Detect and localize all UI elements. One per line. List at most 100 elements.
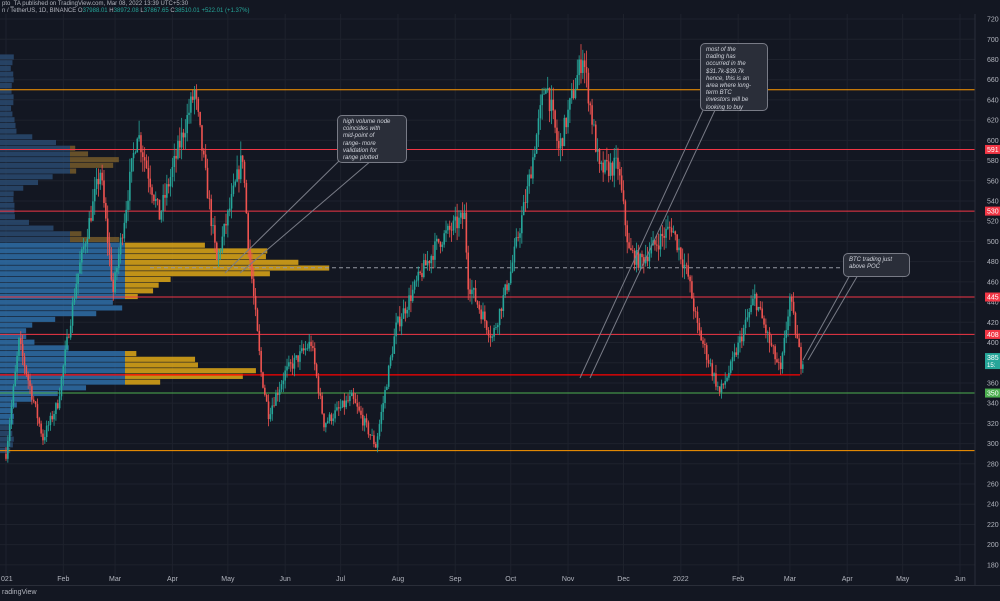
note-line: coincides with (343, 126, 381, 133)
annotation-hvn[interactable]: high volume node coincides with mid-poin… (337, 115, 407, 163)
time-axis[interactable]: 021 Feb Mar Apr May Jun Jul Aug Sep Oct Nov Dec 2022… (1, 576, 966, 583)
profile-bar-sell (70, 151, 89, 157)
candle-body (352, 392, 355, 399)
candle-body (434, 241, 436, 260)
candle-body (110, 255, 113, 280)
candle-body (447, 225, 449, 231)
price-tick-label: 700 (987, 37, 999, 44)
candle-body (149, 178, 152, 188)
candle-body (469, 289, 471, 295)
price-tick-label: 620 (987, 118, 999, 125)
candle-body (386, 386, 388, 391)
candle-body (589, 103, 592, 106)
candle-body (204, 154, 207, 168)
price-tick-label: 440 (987, 300, 999, 307)
candle-body (295, 355, 298, 358)
candle-body (443, 233, 445, 245)
candle-body (489, 335, 492, 338)
profile-bar-sell (125, 379, 161, 385)
candle-body (136, 138, 139, 153)
time-tick-label: Jun (280, 576, 291, 583)
candle-body (423, 260, 425, 278)
candle-body (21, 344, 24, 357)
candle-body (345, 400, 347, 408)
candle-body (637, 249, 640, 268)
candle-body (151, 187, 153, 195)
candle-body (683, 264, 686, 268)
candle-body (631, 250, 634, 251)
candle-body (56, 403, 59, 409)
note-line: BTC trading just (849, 257, 893, 263)
candle-body (724, 381, 726, 385)
annotation-trading-range[interactable]: most of the trading has occurred in the … (700, 43, 768, 111)
candle-body (374, 444, 377, 448)
candle-body (82, 246, 85, 250)
candle-body (737, 342, 739, 355)
candle-body (214, 225, 216, 243)
candle-body (326, 421, 329, 424)
profile-bar-buy (0, 373, 125, 379)
candle-body (219, 250, 222, 253)
candle-body (406, 309, 408, 314)
price-tick-label: 640 (987, 97, 999, 104)
price-tick-label: 400 (987, 340, 999, 347)
candle-body (770, 343, 773, 346)
candle-body (545, 89, 547, 94)
time-tick-label: Mar (784, 576, 797, 583)
candle-body (369, 434, 372, 436)
close-label: C (170, 8, 175, 14)
candle-body (212, 225, 214, 227)
candle-body (532, 157, 534, 179)
candle-body (417, 271, 420, 281)
candle-body (498, 308, 501, 326)
candle-body (93, 188, 96, 202)
candle-body (704, 343, 706, 346)
candle-body (123, 222, 126, 239)
profile-bar-buy (0, 442, 13, 448)
note-line: investors will be (706, 97, 749, 104)
candle-body (733, 352, 736, 358)
candle-body (761, 308, 763, 319)
tradingview-logo[interactable]: radingView (2, 589, 37, 596)
price-axis[interactable]: 1802002202402602803003203403603804004204… (974, 0, 1000, 600)
candle-body (81, 249, 83, 263)
candle-body (106, 218, 109, 244)
callout-line (224, 159, 341, 274)
candle-body (454, 216, 457, 221)
candle-body (628, 242, 630, 249)
candle-body (249, 249, 251, 261)
candle-body (319, 393, 322, 396)
profile-bar-sell (125, 368, 256, 374)
note-line: validation for (343, 147, 378, 154)
candle-body (199, 111, 201, 126)
profile-bar-buy (0, 248, 125, 254)
candle-body (77, 273, 79, 284)
candle-body (302, 348, 305, 351)
profile-bar-buy (0, 60, 13, 66)
candle-body (84, 244, 87, 247)
price-badge (985, 292, 1000, 302)
candle-body (142, 152, 144, 158)
candle-body (445, 230, 447, 234)
candle-body (600, 162, 603, 164)
annotation-poc[interactable]: BTC trading just above POC (843, 253, 910, 277)
price-tick-label: 320 (987, 421, 999, 428)
profile-bar-buy (0, 231, 70, 237)
candle-body (7, 440, 9, 459)
price-badge-label: 385 (987, 355, 999, 362)
candle-body (27, 374, 29, 381)
candle-body (567, 109, 569, 128)
candle-body (622, 190, 625, 202)
candle-body (744, 319, 747, 329)
candle-body (582, 60, 584, 73)
price-tick-label: 680 (987, 57, 999, 64)
profile-bar-sell (70, 157, 119, 163)
candle-body (783, 337, 786, 353)
profile-bar-sell (125, 254, 266, 260)
candle-body (243, 161, 246, 183)
note-line: $31.7k-$39.7k (706, 68, 745, 75)
price-tick-label: 280 (987, 461, 999, 468)
candle-body (785, 330, 788, 338)
candle-body (609, 162, 612, 176)
